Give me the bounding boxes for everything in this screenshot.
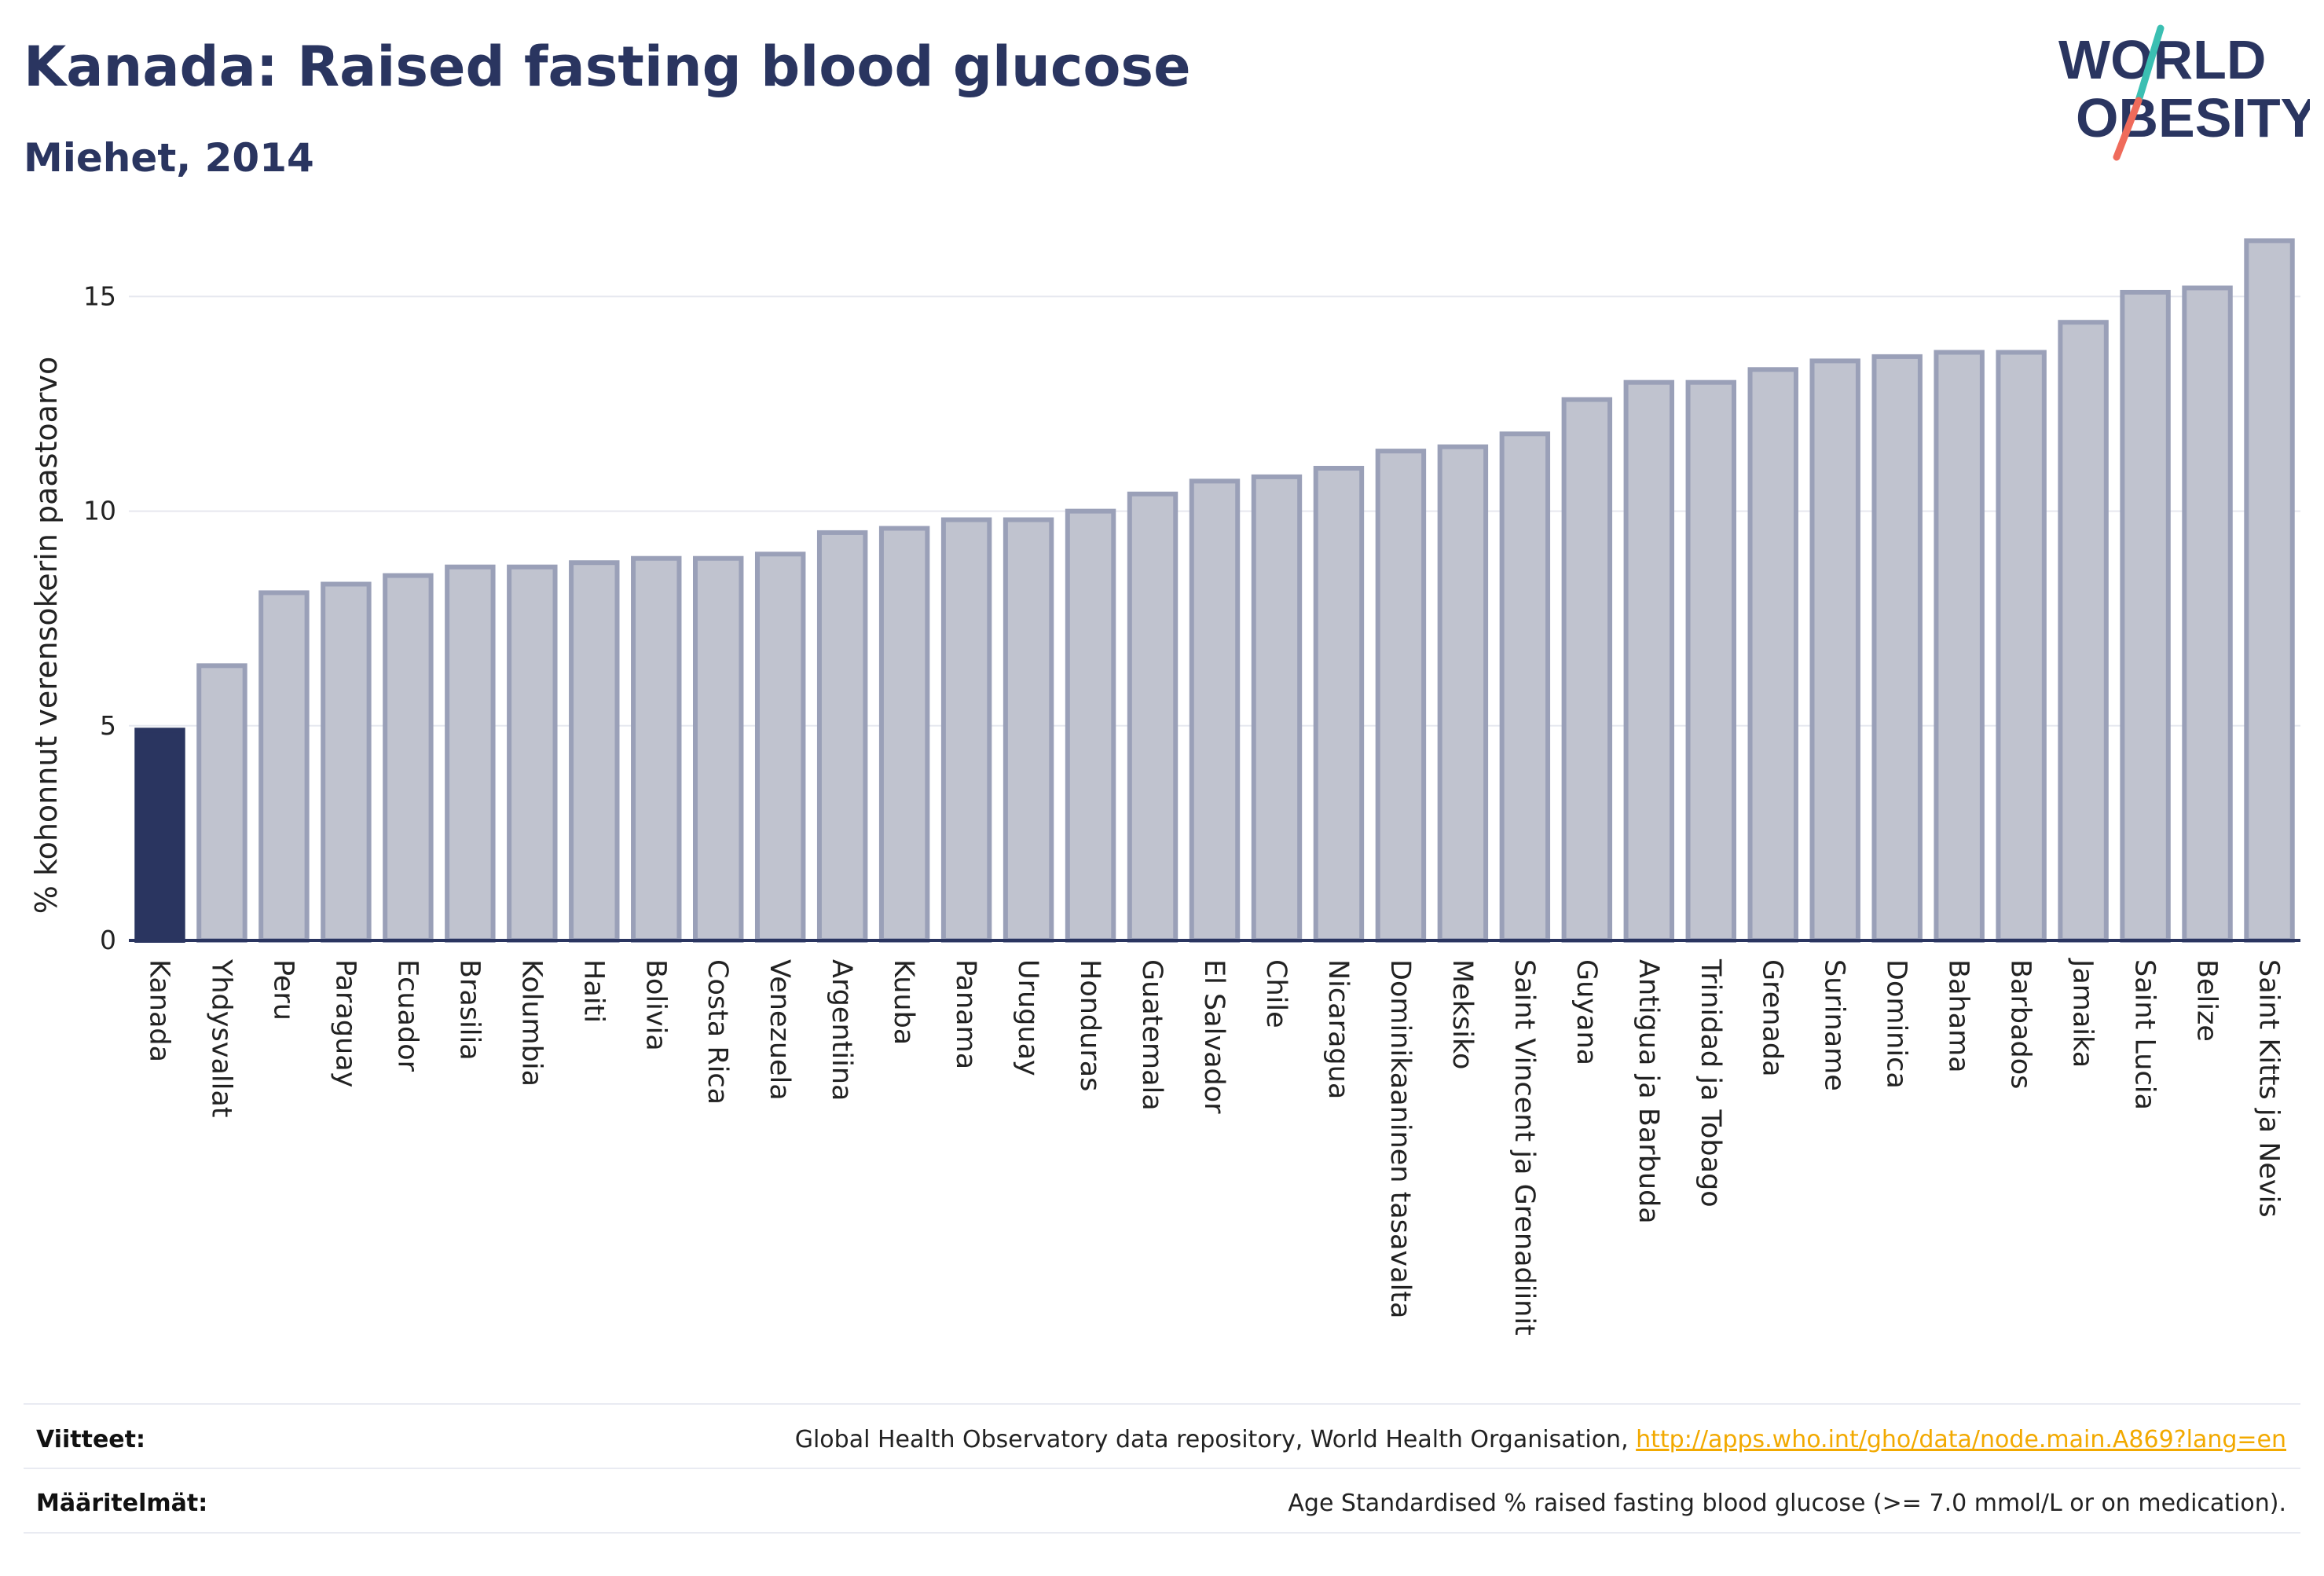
x-tick-label: El Salvador xyxy=(1198,959,1230,1114)
bar xyxy=(1003,517,1054,943)
logo-slash-teal xyxy=(2135,24,2165,104)
footer-divider-middle xyxy=(24,1468,2300,1469)
world-obesity-logo: WORLD OBESITY xyxy=(2058,24,2310,161)
bar xyxy=(1189,478,1241,943)
bar xyxy=(1809,358,1860,943)
x-tick-label: Yhdysvallat xyxy=(205,958,236,1118)
label-layer: Kanada Yhdysvallat Peru Paraguay Ecuador Bras… xyxy=(29,357,2285,1336)
x-tick-label: Kuuba xyxy=(888,959,919,1045)
references-label: Viitteet: xyxy=(36,1426,145,1453)
x-tick-label: Barbados xyxy=(2005,959,2036,1089)
x-tick-label: Saint Lucia xyxy=(2129,959,2161,1110)
bar xyxy=(2182,285,2233,944)
x-tick-label: Jamaika xyxy=(2067,958,2099,1068)
x-tick-label: Costa Rica xyxy=(702,959,733,1105)
x-tick-label: Uruguay xyxy=(1012,959,1043,1076)
x-tick-label: Honduras xyxy=(1074,959,1105,1091)
bar xyxy=(693,555,744,943)
chart-title: Kanada: Raised fasting blood glucose xyxy=(24,35,1191,99)
bar xyxy=(1251,474,1303,943)
bar xyxy=(940,517,992,943)
definitions-text: Age Standardised % raised fasting blood … xyxy=(1288,1490,2286,1517)
chart-subtitle: Miehet, 2014 xyxy=(24,135,314,181)
x-tick-label: Brasilia xyxy=(453,959,485,1061)
references-link[interactable]: http://apps.who.int/gho/data/node.main.A… xyxy=(1636,1426,2286,1453)
y-tick-label: 15 xyxy=(83,280,116,311)
x-tick-label: Grenada xyxy=(1757,959,1788,1077)
bar xyxy=(1127,491,1178,943)
bar xyxy=(2058,320,2109,943)
x-tick-label: Kolumbia xyxy=(515,959,547,1087)
bar xyxy=(383,573,434,943)
bar xyxy=(1437,444,1489,943)
bar-chart: 0 5 10 15 Kanada Yhdysvallat Peru Paraguay Ecua… xyxy=(29,238,2300,1336)
x-tick-label: Nicaragua xyxy=(1322,959,1354,1099)
references-source: Global Health Observatory data repositor… xyxy=(794,1426,1637,1453)
bar xyxy=(258,590,310,944)
x-tick-label: Haiti xyxy=(577,959,609,1023)
bar xyxy=(1313,465,1365,943)
x-tick-label: Dominikaaninen tasavalta xyxy=(1384,959,1416,1318)
y-tick-label: 5 xyxy=(100,710,116,741)
x-tick-label: Kanada xyxy=(143,959,174,1062)
x-tick-label: Paraguay xyxy=(329,959,361,1087)
bar xyxy=(1871,354,1923,943)
bar xyxy=(196,663,247,943)
x-tick-label: Antigua ja Barbuda xyxy=(1633,959,1664,1224)
x-tick-label: Trinidad ja Tobago xyxy=(1695,958,1726,1208)
bar xyxy=(878,526,930,943)
references-text: Global Health Observatory data repositor… xyxy=(795,1426,2286,1453)
bar xyxy=(1623,379,1675,943)
y-tick-label: 0 xyxy=(100,925,116,955)
x-tick-label: Panama xyxy=(950,959,981,1069)
bar xyxy=(1499,431,1551,943)
bar xyxy=(321,581,372,943)
x-tick-label: Belize xyxy=(2191,959,2223,1042)
x-tick-label: Meksiko xyxy=(1446,959,1478,1069)
bar xyxy=(2244,238,2295,944)
y-tick-label: 10 xyxy=(83,496,116,526)
bar xyxy=(507,564,558,943)
bar xyxy=(1747,367,1798,943)
bar xyxy=(2120,289,2171,943)
x-tick-label: Bolivia xyxy=(640,959,671,1051)
bar xyxy=(569,560,620,943)
bar xyxy=(134,728,185,943)
bar xyxy=(1934,350,1985,944)
y-axis-title: % kohonnut verensokerin paastoarvo xyxy=(29,357,64,914)
footer-divider-bottom xyxy=(24,1532,2300,1534)
x-tick-label: Saint Kitts ja Nevis xyxy=(2253,959,2285,1218)
bar-layer xyxy=(134,238,2295,944)
footer-divider-top xyxy=(24,1403,2300,1405)
bar xyxy=(445,564,496,943)
bar xyxy=(1561,397,1613,944)
logo-line2: OBESITY xyxy=(2076,87,2310,148)
axis-layer: 0 5 10 15 xyxy=(83,280,2300,955)
x-tick-label: Dominica xyxy=(1881,959,1912,1089)
bar xyxy=(816,530,868,943)
x-tick-label: Suriname xyxy=(1819,959,1850,1091)
bar xyxy=(631,555,682,943)
logo-slash-coral xyxy=(2113,97,2143,161)
x-tick-label: Argentiina xyxy=(826,959,857,1101)
x-tick-label: Venezuela xyxy=(764,959,795,1101)
bar xyxy=(1375,449,1427,943)
bar xyxy=(1685,379,1736,943)
x-tick-label: Ecuador xyxy=(391,959,423,1072)
x-tick-label: Saint Vincent ja Grenadiinit xyxy=(1508,959,1540,1336)
x-tick-label: Peru xyxy=(267,959,299,1021)
bar xyxy=(1996,350,2047,944)
bar xyxy=(754,552,806,943)
logo-line1: WORLD xyxy=(2058,29,2266,90)
x-tick-label: Guyana xyxy=(1571,959,1602,1065)
x-tick-label: Bahama xyxy=(1943,959,1974,1073)
x-tick-label: Chile xyxy=(1260,959,1292,1028)
x-tick-label: Guatemala xyxy=(1136,959,1167,1111)
bar xyxy=(1065,508,1116,943)
definitions-label: Määritelmät: xyxy=(36,1490,208,1517)
